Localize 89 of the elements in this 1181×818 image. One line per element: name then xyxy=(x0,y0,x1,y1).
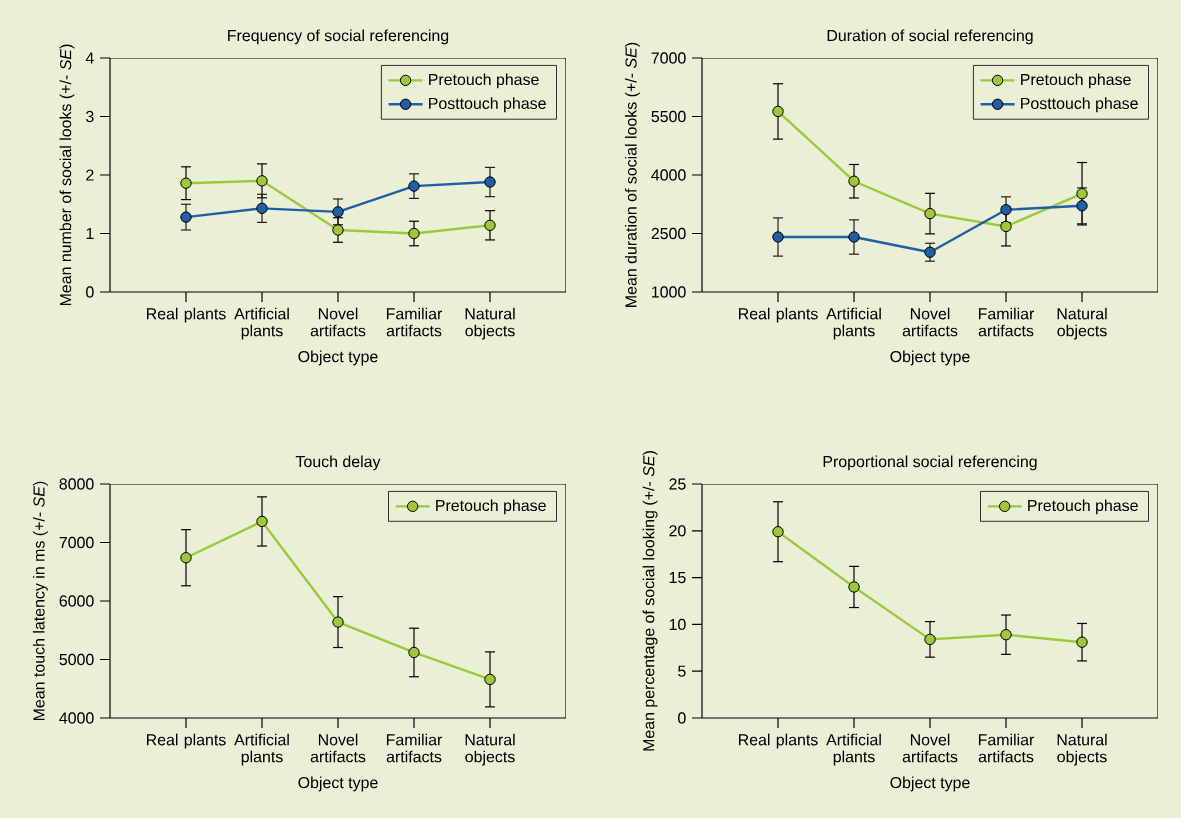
x-tick-label: Familiar artifacts xyxy=(978,307,1035,337)
y-tick-label: 7000 xyxy=(651,52,686,64)
point xyxy=(332,224,344,236)
x-tick-label: Artificial plants xyxy=(234,733,289,766)
point xyxy=(484,673,496,686)
y-tick-label: 4 xyxy=(85,52,94,64)
point xyxy=(484,176,496,188)
y-tick-label: 5500 xyxy=(651,110,686,123)
chart-title: Duration of social referencing xyxy=(827,29,1033,45)
x-tick-label: Natural objects xyxy=(465,733,515,766)
y-tick-label: 0 xyxy=(678,712,686,724)
point xyxy=(484,219,496,232)
x-axis-title: Object type xyxy=(298,350,378,366)
chart-title: Proportional social referencing xyxy=(823,455,1037,471)
legend-label: Posttouch phase xyxy=(1021,97,1138,113)
point xyxy=(924,246,936,258)
point xyxy=(848,231,860,243)
legend-label: Pretouch phase xyxy=(1028,499,1138,515)
point xyxy=(924,207,936,220)
legend-label: Pretouch phase xyxy=(1021,73,1131,89)
x-tick-label: Natural objects xyxy=(465,307,515,340)
x-tick-label: Natural objects xyxy=(1057,307,1107,340)
x-tick-label: Real plants xyxy=(739,307,818,323)
point xyxy=(1076,188,1088,200)
point xyxy=(256,175,268,187)
point xyxy=(180,211,192,223)
y-tick-label: 15 xyxy=(669,572,686,584)
y-tick-label: 2500 xyxy=(651,227,686,240)
y-axis-title: Mean number of social looks (+/- SE) xyxy=(59,44,75,306)
point xyxy=(848,175,860,187)
legend-label: Posttouch phase xyxy=(429,97,546,113)
point xyxy=(180,552,192,564)
legend-label: Pretouch phase xyxy=(436,499,546,515)
point xyxy=(1000,204,1012,216)
x-tick-label: Artificial plants xyxy=(826,733,881,766)
y-tick-label: 6000 xyxy=(59,595,94,607)
y-tick-label: 20 xyxy=(669,525,686,537)
y-axis-title: Mean touch latency in ms (+/- SE) xyxy=(32,481,48,721)
point xyxy=(332,206,344,218)
point xyxy=(772,231,784,243)
y-tick-label: 4000 xyxy=(59,712,94,724)
point xyxy=(180,177,192,189)
x-tick-label: Familiar artifacts xyxy=(386,733,443,763)
y-tick-label: 7000 xyxy=(59,536,94,549)
x-tick-label: Novel artifacts xyxy=(310,307,366,337)
x-axis-title: Object type xyxy=(890,776,970,792)
y-tick-label: 10 xyxy=(669,618,686,631)
x-tick-label: Novel artifacts xyxy=(902,307,958,337)
y-tick-label: 5000 xyxy=(59,653,94,666)
point xyxy=(408,227,420,240)
x-tick-label: Real plants xyxy=(147,733,226,749)
y-tick-label: 5 xyxy=(678,665,686,677)
x-tick-label: Real plants xyxy=(147,307,226,323)
point xyxy=(408,180,420,192)
point xyxy=(772,105,784,118)
chart-title: Frequency of social referencing xyxy=(228,29,449,45)
y-tick-label: 1000 xyxy=(652,286,686,298)
point xyxy=(332,616,344,628)
point xyxy=(1000,220,1012,233)
x-tick-label: Novel artifacts xyxy=(310,733,366,763)
point xyxy=(256,202,268,215)
point xyxy=(1076,636,1088,648)
point xyxy=(1076,200,1088,212)
x-tick-label: Novel artifacts xyxy=(902,733,958,763)
point xyxy=(256,515,268,528)
x-tick-label: Natural objects xyxy=(1057,733,1107,766)
point xyxy=(848,581,860,593)
x-tick-label: Artificial plants xyxy=(234,307,289,340)
y-tick-label: 1 xyxy=(86,228,94,239)
y-tick-label: 3 xyxy=(86,110,94,123)
y-tick-label: 2 xyxy=(86,169,94,181)
y-axis-title: Mean duration of social looks (+/- SE) xyxy=(624,42,640,307)
y-tick-label: 0 xyxy=(86,286,94,298)
y-tick-label: 4000 xyxy=(651,169,686,181)
point xyxy=(408,646,420,659)
point xyxy=(1000,629,1012,641)
x-axis-title: Object type xyxy=(298,776,378,792)
chart-title: Touch delay xyxy=(295,455,381,471)
legend-label: Pretouch phase xyxy=(429,73,539,89)
point xyxy=(772,526,784,538)
y-axis-title: Mean percentage of social looking (+/- SE) xyxy=(642,451,658,751)
y-tick-label: 25 xyxy=(669,478,686,490)
y-tick-label: 8000 xyxy=(59,478,94,490)
x-axis-title: Object type xyxy=(890,350,970,366)
x-tick-label: Familiar artifacts xyxy=(386,307,443,337)
x-tick-label: Artificial plants xyxy=(826,307,881,340)
x-tick-label: Real plants xyxy=(739,733,818,749)
point xyxy=(924,633,936,646)
x-tick-label: Familiar artifacts xyxy=(978,733,1035,763)
